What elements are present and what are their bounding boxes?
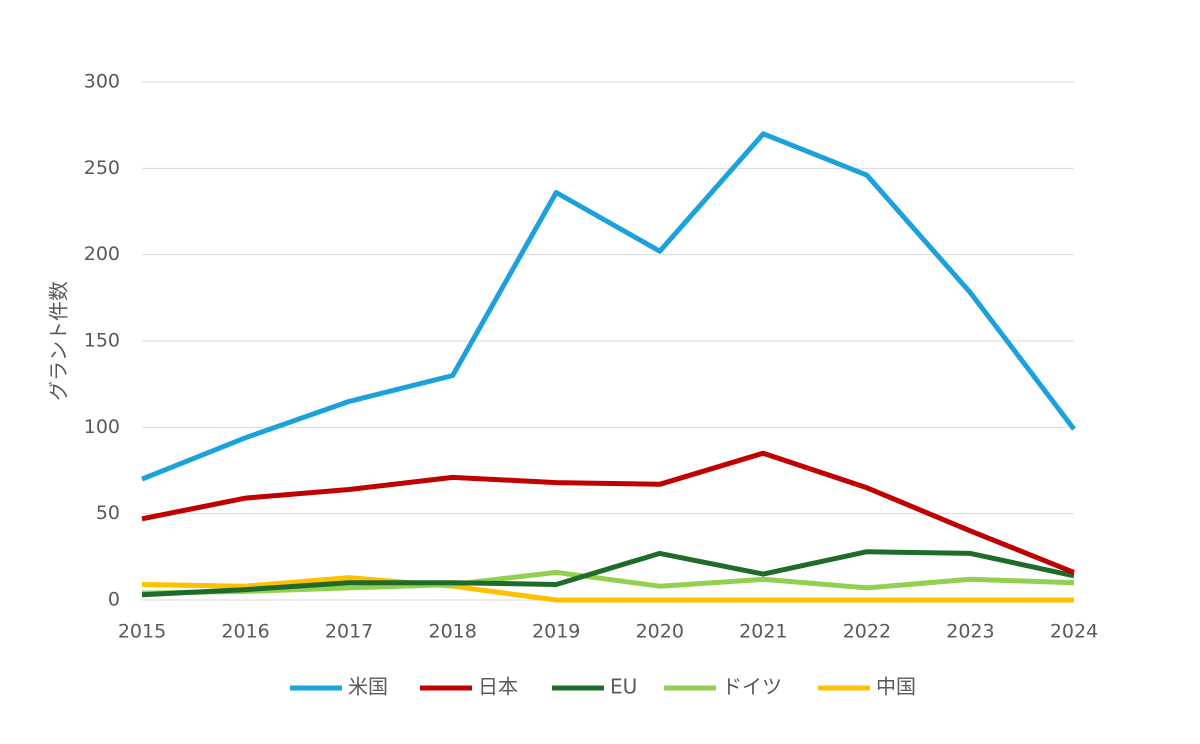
y-axis-ticks: 0 50 100 150 200 250 300 [84,71,120,611]
x-tick-label: 2021 [739,621,787,643]
x-tick-label: 2018 [428,621,476,643]
x-tick-label: 2022 [843,621,891,643]
series-line-米国 [141,131,1076,482]
x-tick-label: 2015 [118,621,166,643]
x-tick-label: 2016 [221,621,269,643]
legend-label: EU [610,675,637,699]
y-tick-label: 150 [84,330,120,352]
legend: 米国 日本 EU ドイツ 中国 [290,675,916,699]
series-lines [141,131,1076,603]
x-tick-label: 2020 [636,621,684,643]
legend-label: 中国 [876,675,916,699]
y-tick-label: 100 [84,416,120,438]
x-tick-label: 2023 [946,621,994,643]
y-tick-label: 50 [96,502,120,524]
x-tick-label: 2024 [1050,621,1098,643]
series-line-ドイツ [141,569,1075,596]
legend-label: 日本 [478,675,518,699]
gridlines [142,81,1074,601]
legend-label: 米国 [348,675,388,699]
x-tick-label: 2017 [325,621,373,643]
y-tick-label: 250 [84,157,120,179]
y-tick-label: 200 [84,243,120,265]
legend-label: ドイツ [722,675,782,699]
series-line-EU [141,549,1075,598]
y-axis-label: グラント件数 [47,281,71,401]
x-axis-ticks: 2015 2016 2017 2018 2019 2020 2021 2022 2023 2024 [118,621,1098,643]
series-line-中国 [141,575,1074,603]
x-tick-label: 2019 [532,621,580,643]
y-tick-label: 0 [108,589,120,611]
series-line-日本 [141,450,1075,575]
y-tick-label: 300 [84,71,120,93]
